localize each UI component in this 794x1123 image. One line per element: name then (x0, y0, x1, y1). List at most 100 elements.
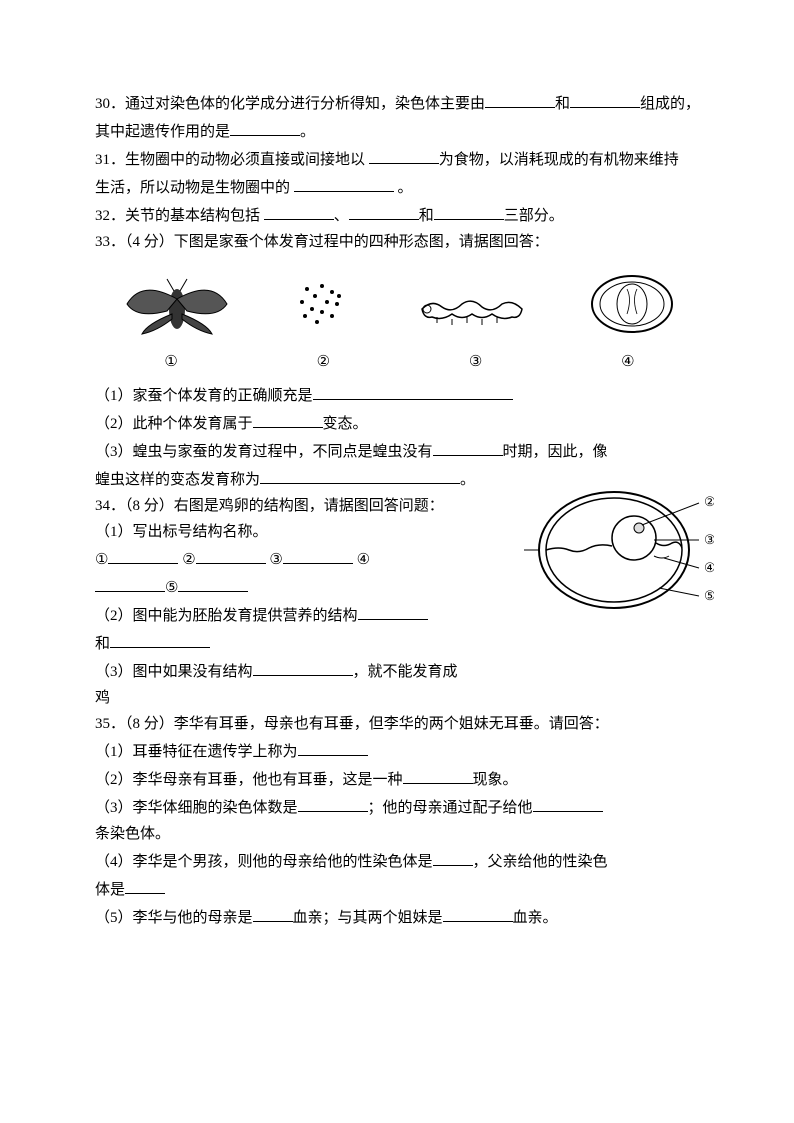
blank[interactable] (253, 658, 353, 676)
blank[interactable] (253, 904, 293, 922)
blank[interactable] (570, 90, 640, 108)
blank[interactable] (403, 766, 473, 784)
pupa-image (587, 269, 677, 339)
q34-l4: ④ (357, 552, 370, 568)
q34-sub3-line2: 鸡 (95, 686, 704, 710)
label-4: ④ (621, 350, 634, 374)
blank[interactable] (110, 630, 210, 648)
blank[interactable] (283, 546, 353, 564)
blank[interactable] (253, 410, 323, 428)
egg-label-2: ② (704, 494, 714, 509)
blank[interactable] (178, 574, 248, 592)
label-1: ① (164, 350, 177, 374)
eggs-icon (287, 274, 357, 334)
q34-text-block: （1）写出标号结构名称。 ① ② ③ ④ ⑤ （2）图中能为胚胎发育提供营养的结… (95, 520, 515, 684)
q35-sub4-line2: 体是 (95, 876, 704, 902)
q35-sub2-prefix: （2）李华母亲有耳垂，他也有耳垂，这是一种 (95, 772, 403, 788)
q30-line2-prefix: 其中起遗传作用的是 (95, 124, 230, 140)
q35-sub3-prefix: （3）李华体细胞的染色体数是 (95, 800, 298, 816)
q35-sub4-line1: （4）李华是个男孩，则他的母亲给他的性染色体是 ，父亲给他的性染色 (95, 848, 704, 874)
blank[interactable] (433, 848, 473, 866)
blank[interactable] (298, 738, 368, 756)
blank[interactable] (313, 382, 513, 400)
q30-prefix: 30．通过对染色体的化学成分进行分析得知，染色体主要由 (95, 96, 485, 112)
q34-sub3-suffix: ，就不能发育成 (353, 664, 458, 680)
q33-sub2: （2）此种个体发育属于变态。 (95, 410, 704, 436)
blank[interactable] (260, 466, 460, 484)
q32-suffix: 三部分。 (504, 208, 564, 224)
q33-title: 33．（4 分）下图是家蚕个体发育过程中的四种形态图，请据图回答： (95, 230, 704, 254)
blank[interactable] (125, 876, 165, 894)
blank[interactable] (196, 546, 266, 564)
q33-sub3-line2-prefix: 蝗虫这样的变态发育称为 (95, 472, 260, 488)
q34-sub2-prefix: （2）图中能为胚胎发育提供营养的结构 (95, 608, 358, 624)
q33-sub3-mid: 时期，因此，像 (503, 444, 608, 460)
blank[interactable] (298, 794, 368, 812)
q34-l3: ③ (269, 552, 282, 568)
q32-mid2: 和 (419, 208, 434, 224)
blank[interactable] (533, 794, 603, 812)
blank[interactable] (349, 202, 419, 220)
blank[interactable] (108, 546, 178, 564)
blank[interactable] (294, 174, 394, 192)
label-2: ② (317, 350, 330, 374)
blank[interactable] (230, 118, 300, 136)
q34-wrapper: ② ③ ④ ⑤ ① 34．（8 分）右图是鸡卵的结构图，请据图回答问题： （1）… (95, 494, 704, 710)
q34-sub3-line1: （3）图中如果没有结构 ，就不能发育成 (95, 658, 515, 684)
q35-title: 35．（8 分）李华有耳垂，母亲也有耳垂，但李华的两个姐妹无耳垂。请回答： (95, 712, 704, 736)
blank[interactable] (358, 602, 428, 620)
q32-prefix: 32．关节的基本结构包括 (95, 208, 264, 224)
q35-sub4-line2-prefix: 体是 (95, 882, 125, 898)
q34-sub2-mid: 和 (95, 636, 110, 652)
egg-label-3: ③ (704, 532, 714, 547)
eggs-image (287, 274, 357, 334)
q35-sub5-mid: 血亲；与其两个姐妹是 (293, 910, 443, 926)
blank[interactable] (485, 90, 555, 108)
silkworm-labels: ① ② ③ ④ (95, 350, 704, 374)
moth-image (122, 269, 232, 339)
q34-l2: ② (182, 552, 195, 568)
q34-labels-line2: ⑤ (95, 574, 515, 600)
label-3: ③ (469, 350, 482, 374)
q31-line2-prefix: 生活，所以动物是生物圈中的 (95, 180, 294, 196)
egg-icon: ② ③ ④ ⑤ ① (524, 478, 714, 623)
q35-sub1: （1）耳垂特征在遗传学上称为 (95, 738, 704, 764)
larva-icon (412, 279, 532, 329)
q31-mid1: 为食物，以消耗现成的有机物来维持 (439, 152, 679, 168)
q32: 32．关节的基本结构包括 、 和 三部分。 (95, 202, 704, 228)
q34-l5: ⑤ (165, 580, 178, 596)
q35-sub1-prefix: （1）耳垂特征在遗传学上称为 (95, 744, 298, 760)
q34-sub2-line2: 和 (95, 630, 515, 656)
q35-sub4-mid: ，父亲给他的性染色 (473, 854, 608, 870)
worksheet-content: 30．通过对染色体的化学成分进行分析得知，染色体主要由和组成的， 其中起遗传作用… (95, 90, 704, 930)
q35-sub2-suffix: 现象。 (473, 772, 518, 788)
egg-label-4: ④ (704, 560, 714, 575)
q30-line2: 其中起遗传作用的是。 (95, 118, 704, 144)
q34-sub3-prefix: （3）图中如果没有结构 (95, 664, 253, 680)
q35-sub5-prefix: （5）李华与他的母亲是 (95, 910, 253, 926)
egg-label-5: ⑤ (704, 588, 714, 603)
blank[interactable] (369, 146, 439, 164)
q35-sub5-suffix: 血亲。 (513, 910, 558, 926)
blank[interactable] (434, 202, 504, 220)
q33-sub3-line2-suffix: 。 (460, 472, 475, 488)
q35-sub4-prefix: （4）李华是个男孩，则他的母亲给他的性染色体是 (95, 854, 433, 870)
larva-image (412, 279, 532, 329)
q31-line2: 生活，所以动物是生物圈中的 。 (95, 174, 704, 200)
q30-mid1: 和 (555, 96, 570, 112)
blank[interactable] (443, 904, 513, 922)
blank[interactable] (95, 574, 165, 592)
blank[interactable] (264, 202, 334, 220)
q32-mid1: 、 (334, 208, 349, 224)
q33-sub3-prefix: （3）蝗虫与家蚕的发育过程中，不同点是蝗虫没有 (95, 444, 433, 460)
moth-icon (122, 269, 232, 339)
q30-mid2: 组成的， (640, 96, 700, 112)
q33-sub3-line1: （3）蝗虫与家蚕的发育过程中，不同点是蝗虫没有 时期，因此，像 (95, 438, 704, 464)
blank[interactable] (433, 438, 503, 456)
q35-sub5: （5）李华与他的母亲是 血亲；与其两个姐妹是 血亲。 (95, 904, 704, 930)
q31-line1: 31．生物圈中的动物必须直接或间接地以 为食物，以消耗现成的有机物来维持 (95, 146, 704, 172)
q34-l1: ① (95, 552, 108, 568)
q33-sub2-suffix: 变态。 (323, 416, 368, 432)
q34-sub2-line1: （2）图中能为胚胎发育提供营养的结构 (95, 602, 515, 628)
q34-labels-line1: ① ② ③ ④ (95, 546, 515, 572)
